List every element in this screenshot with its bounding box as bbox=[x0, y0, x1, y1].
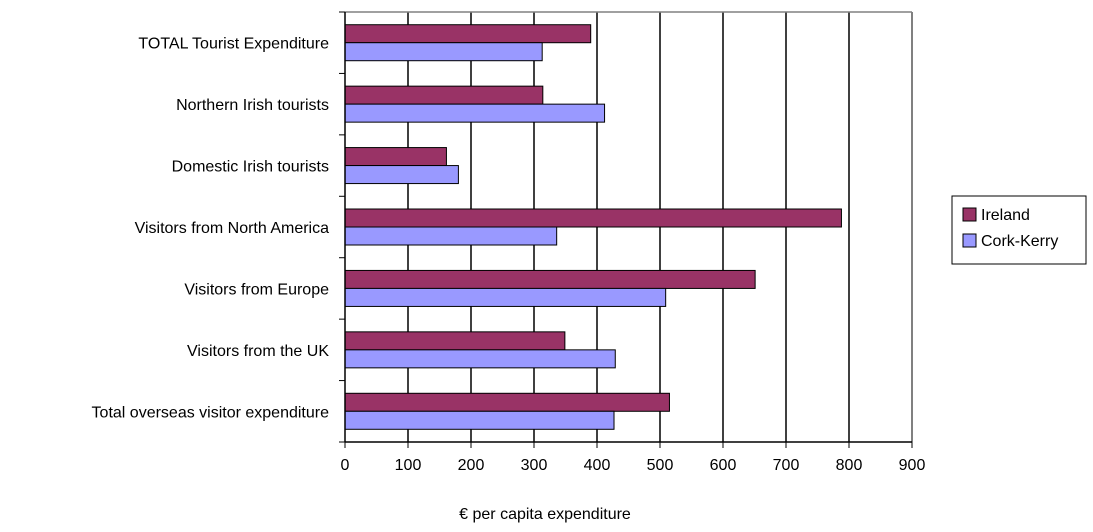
bar-ireland bbox=[344, 85, 544, 105]
x-tick-label: 100 bbox=[395, 457, 422, 474]
bar-ireland bbox=[344, 331, 566, 351]
category-label: Visitors from Europe bbox=[184, 281, 329, 298]
category-label: TOTAL Tourist Expenditure bbox=[138, 36, 329, 53]
bar-cork-kerry bbox=[344, 103, 606, 123]
x-axis-title: € per capita expenditure bbox=[459, 506, 631, 523]
legend-label: Cork-Kerry bbox=[981, 233, 1058, 250]
bar-cork-kerry bbox=[344, 42, 543, 62]
legend-label: Ireland bbox=[981, 207, 1030, 224]
legend: Ireland Cork-Kerry bbox=[951, 195, 1087, 265]
x-tick-label: 800 bbox=[836, 457, 863, 474]
legend-swatch bbox=[962, 233, 977, 248]
x-tick-labels: 0 100 200 300 400 500 600 700 800 900 bbox=[341, 457, 926, 474]
bar-ireland bbox=[344, 24, 592, 44]
category-label: Visitors from North America bbox=[135, 220, 330, 237]
legend-box bbox=[951, 195, 1087, 265]
x-tick-label: 200 bbox=[458, 457, 485, 474]
bar-cork-kerry bbox=[344, 349, 616, 369]
category-label: Domestic Irish tourists bbox=[172, 159, 329, 176]
bar-cork-kerry bbox=[344, 226, 558, 246]
x-tick-label: 400 bbox=[584, 457, 611, 474]
bar-ireland bbox=[344, 392, 670, 412]
axes bbox=[339, 11, 913, 448]
bar-ireland bbox=[344, 269, 756, 289]
x-tick-label: 0 bbox=[341, 457, 350, 474]
bars bbox=[344, 24, 842, 430]
category-labels: TOTAL Tourist Expenditure Northern Irish … bbox=[92, 36, 330, 422]
bar-cork-kerry bbox=[344, 287, 667, 307]
x-tick-label: 600 bbox=[710, 457, 737, 474]
category-label: Northern Irish tourists bbox=[176, 97, 329, 114]
bar-ireland bbox=[344, 147, 447, 167]
bar-cork-kerry bbox=[344, 165, 459, 185]
bar-cork-kerry bbox=[344, 410, 615, 430]
category-label: Visitors from the UK bbox=[187, 343, 329, 360]
category-label: Total overseas visitor expenditure bbox=[92, 404, 330, 421]
x-tick-label: 300 bbox=[521, 457, 548, 474]
x-tick-label: 700 bbox=[773, 457, 800, 474]
x-tick-label: 500 bbox=[647, 457, 674, 474]
legend-swatch bbox=[962, 207, 977, 222]
x-tick-label: 900 bbox=[899, 457, 926, 474]
bar-ireland bbox=[344, 208, 842, 228]
